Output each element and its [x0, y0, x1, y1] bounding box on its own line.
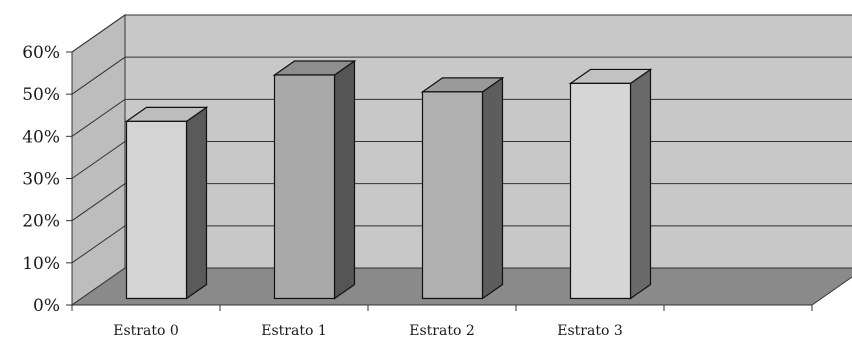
bar-side [185, 106, 208, 300]
y-tick-label: 60% [22, 43, 60, 63]
bar [272, 59, 357, 300]
bar-front [421, 91, 484, 300]
y-tick-label: 20% [22, 212, 60, 232]
y-axis: 0% 10% 20% 30% 40% 50% 60% [22, 43, 73, 316]
x-tick-label: Estrato 3 [557, 323, 622, 339]
x-axis: Estrato 0 Estrato 1 Estrato 2 Estrato 3 [71, 304, 813, 339]
gridline [71, 14, 852, 53]
y-tick-label: 40% [22, 127, 60, 147]
x-tick-label: Estrato 1 [261, 323, 326, 339]
bar-front [125, 120, 188, 300]
bars [124, 59, 653, 300]
bar-side [629, 68, 652, 300]
x-tick-label: Estrato 2 [409, 323, 474, 339]
y-tick-label: 30% [22, 170, 60, 190]
bar-side [333, 59, 356, 300]
bar-front [569, 82, 632, 300]
bar [568, 68, 653, 300]
bar-front [273, 74, 336, 300]
y-tick-label: 50% [22, 85, 60, 105]
bar [124, 106, 209, 300]
gridline [71, 56, 852, 95]
bar-side [481, 76, 504, 300]
y-tick-label: 10% [22, 254, 60, 274]
bar [420, 76, 505, 300]
x-tick-label: Estrato 0 [113, 323, 178, 339]
y-tick-label: 0% [33, 296, 60, 316]
